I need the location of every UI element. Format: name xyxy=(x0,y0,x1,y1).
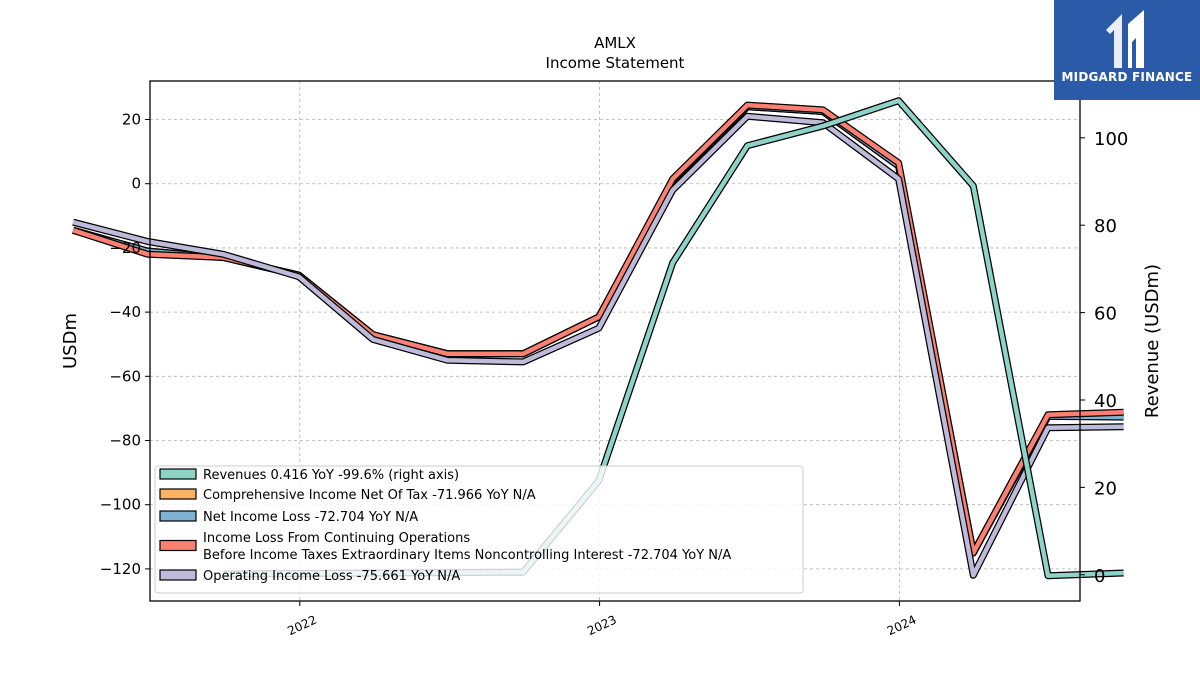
chart-subtitle: Income Statement xyxy=(546,54,685,72)
right-y-tick-label: 100 xyxy=(1094,129,1128,150)
y-axis-label: USDm xyxy=(60,313,81,369)
brand-logo-text: MIDGARD FINANCE xyxy=(1061,70,1193,84)
right-y-tick-label: 20 xyxy=(1094,478,1117,499)
series-line xyxy=(72,112,1124,579)
y-tick-label: −100 xyxy=(100,496,141,514)
legend: Revenues 0.416 YoY -99.6% (right axis) Co… xyxy=(154,465,804,594)
axes: 20 0 −20 −40 −60 −80 −100 −120 100 80 60 40 20 0 2022 2… xyxy=(100,111,1129,639)
right-y-axis-label: Revenue (USDm) xyxy=(1142,264,1163,418)
legend-label: Income Loss From Continuing Operations xyxy=(203,531,470,546)
y-tick-label: −60 xyxy=(109,367,141,385)
brand-logo-icon xyxy=(1106,10,1144,68)
x-tick-label: 2022 xyxy=(285,613,319,639)
legend-label: Revenues 0.416 YoY -99.6% (right axis) xyxy=(203,468,459,483)
legend-swatch xyxy=(159,468,197,480)
y-tick-label: −80 xyxy=(109,432,141,450)
x-tick-label: 2024 xyxy=(885,613,919,639)
right-y-tick-label: 80 xyxy=(1094,216,1117,237)
y-tick-label: 20 xyxy=(122,111,141,129)
y-tick-label: −20 xyxy=(109,239,141,257)
legend-label: Operating Income Loss -75.661 YoY N/A xyxy=(203,569,460,584)
legend-box xyxy=(154,465,804,594)
series-stroke xyxy=(72,114,1124,578)
y-tick-label: −120 xyxy=(100,560,141,578)
right-y-tick-label: 40 xyxy=(1094,391,1117,412)
legend-label: Net Income Loss -72.704 YoY N/A xyxy=(203,510,418,525)
legend-label: Before Income Taxes Extraordinary Items … xyxy=(203,548,731,563)
right-y-tick-label: 60 xyxy=(1094,304,1117,325)
y-tick-label: −40 xyxy=(109,303,141,321)
legend-swatch xyxy=(159,539,197,552)
legend-label: Comprehensive Income Net Of Tax -71.966 … xyxy=(203,488,536,503)
brand-logo: MIDGARD FINANCE xyxy=(1054,0,1200,100)
y-tick-label: 0 xyxy=(131,175,141,193)
legend-swatch xyxy=(159,488,197,500)
legend-swatch xyxy=(159,510,197,522)
x-tick-label: 2023 xyxy=(585,613,619,639)
plot-frame xyxy=(149,80,1081,602)
right-y-tick-label: 0 xyxy=(1094,566,1105,587)
chart-title: AMLX xyxy=(594,34,636,52)
legend-swatch xyxy=(159,569,197,581)
